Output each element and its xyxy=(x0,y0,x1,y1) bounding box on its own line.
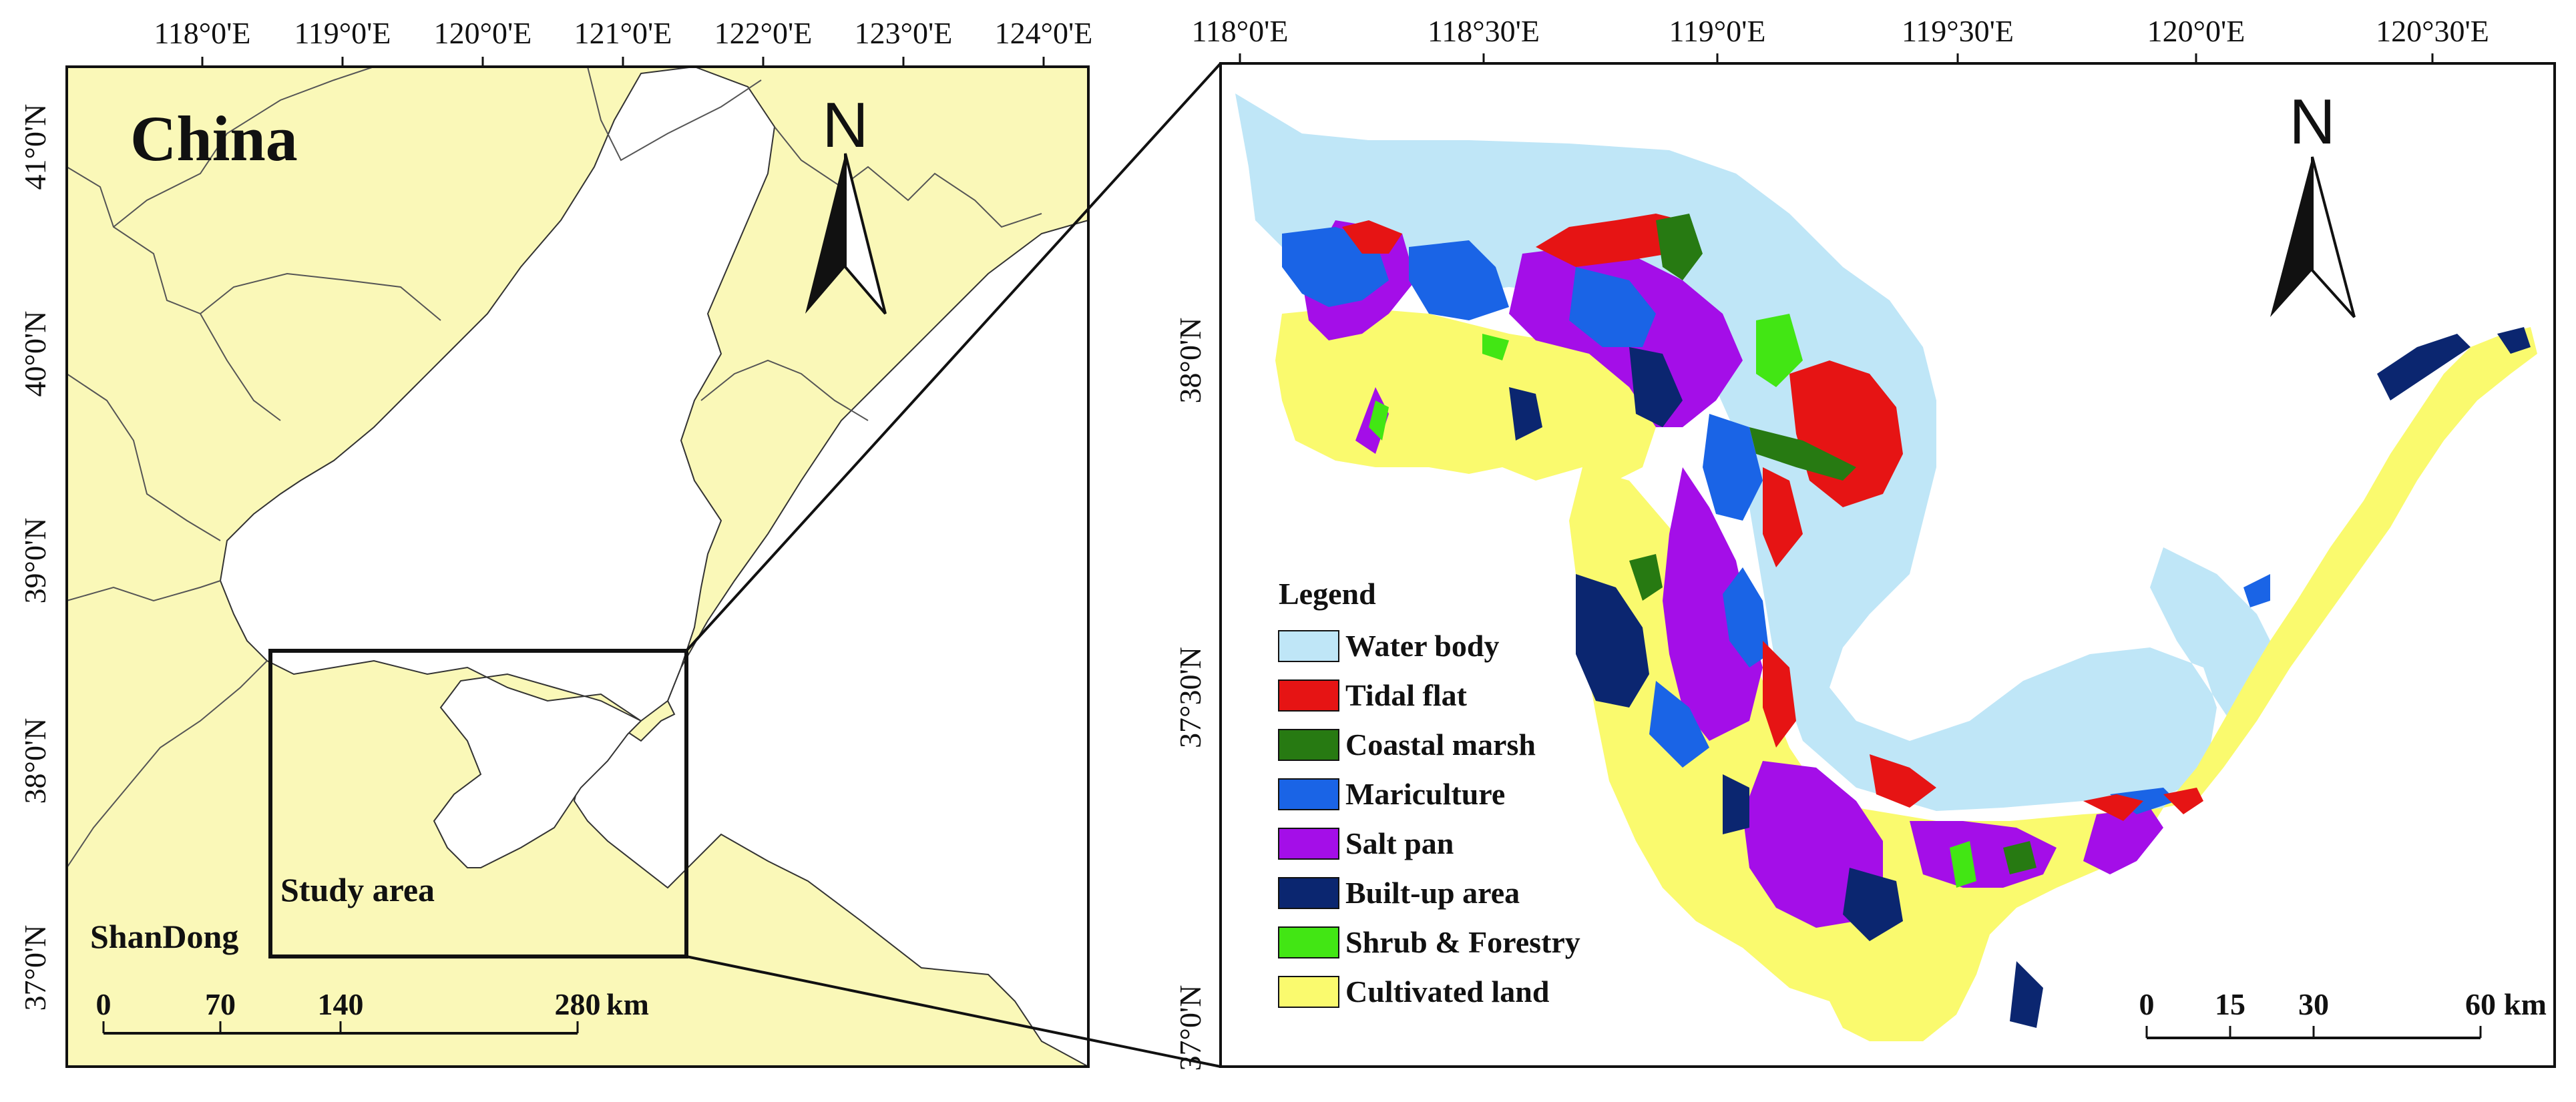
lat-tick-label: 37°0'N xyxy=(18,925,52,1011)
lon-tick-label: 118°0'E xyxy=(154,16,250,50)
lon-tick-label: 119°0'E xyxy=(294,16,391,50)
lat-tick-label: 37°30'N xyxy=(1173,647,1207,748)
detail-frame xyxy=(1219,62,2556,1068)
connector-line-bottom xyxy=(686,955,1221,1068)
lon-tick-label: 119°0'E xyxy=(1669,14,1765,48)
scale-label: 30 xyxy=(2298,987,2329,1021)
lon-tick-label: 118°0'E xyxy=(1191,14,1288,48)
salt-pan-area xyxy=(1302,220,2163,928)
province-label: ShanDong xyxy=(90,918,238,955)
legend-label: Water body xyxy=(1345,629,1499,663)
overview-north-arrow: N xyxy=(805,89,887,315)
detail-scale-bar: 0 15 30 60 km xyxy=(2139,987,2547,1039)
scale-label: 280 xyxy=(555,987,601,1021)
province-borders xyxy=(66,66,1042,868)
scale-label: 15 xyxy=(2215,987,2245,1021)
legend-label: Salt pan xyxy=(1345,826,1454,860)
connector-line-top xyxy=(685,62,1222,652)
detail-north-arrow: N xyxy=(2270,86,2356,318)
legend-label: Mariculture xyxy=(1345,777,1505,811)
legend-label: Cultivated land xyxy=(1345,975,1550,1009)
overview-lat-ticks: 41°0'N 40°0'N 39°0'N 38°0'N 37°0'N xyxy=(18,104,52,1011)
overview-frame xyxy=(65,65,1090,1068)
legend-swatch xyxy=(1278,630,1339,662)
lon-tick-label: 122°0'E xyxy=(714,16,813,50)
legend: Legend Water body Tidal flat Coastal marsh… xyxy=(1278,577,1580,1009)
scale-label: 60 xyxy=(2465,987,2496,1021)
lat-tick-label: 41°0'N xyxy=(18,104,52,190)
scale-label: 0 xyxy=(96,987,112,1021)
overview-map: China Study area ShanDong N 118°0'E 119°… xyxy=(18,16,1092,1068)
scale-unit: km xyxy=(606,987,649,1021)
study-area-box xyxy=(268,649,688,958)
tidal-flat-area xyxy=(1342,214,2203,821)
legend-swatch xyxy=(1278,679,1339,712)
detail-map: 118°0'E 118°30'E 119°0'E 119°30'E 120°0'… xyxy=(1173,14,2556,1071)
lat-tick-label: 37°0'N xyxy=(1173,985,1207,1071)
study-area-label: Study area xyxy=(280,871,435,908)
lon-tick-label: 118°30'E xyxy=(1428,14,1540,48)
lon-tick-label: 119°30'E xyxy=(1902,14,2014,48)
north-label: N xyxy=(822,89,868,161)
lon-tick-label: 124°0'E xyxy=(995,16,1093,50)
mariculture-area xyxy=(1282,227,2270,814)
overview-scale-bar: 0 70 140 280 km xyxy=(96,987,649,1035)
legend-label: Coastal marsh xyxy=(1345,728,1536,762)
lon-tick-label: 120°0'E xyxy=(434,16,532,50)
legend-swatch xyxy=(1278,828,1339,860)
lat-tick-label: 40°0'N xyxy=(18,311,52,397)
detail-lat-ticks: 38°0'N 37°30'N 37°0'N xyxy=(1173,318,1207,1071)
lon-tick-label: 120°30'E xyxy=(2376,14,2489,48)
scale-label: 140 xyxy=(318,987,364,1021)
lon-tick-label: 121°0'E xyxy=(574,16,672,50)
scale-unit: km xyxy=(2504,987,2547,1021)
north-label: N xyxy=(2289,86,2335,158)
legend-label: Tidal flat xyxy=(1345,678,1468,712)
legend-swatch xyxy=(1278,778,1339,810)
legend-swatch xyxy=(1278,926,1339,958)
lat-tick-label: 38°0'N xyxy=(18,718,52,804)
cultivated-land-area xyxy=(1275,307,2537,1041)
bohai-sea xyxy=(219,65,776,868)
country-label: China xyxy=(130,103,298,174)
lat-tick-label: 39°0'N xyxy=(18,518,52,604)
lon-tick-label: 120°0'E xyxy=(2147,14,2245,48)
lat-tick-label: 38°0'N xyxy=(1173,318,1207,404)
legend-title: Legend xyxy=(1279,577,1376,611)
legend-swatch xyxy=(1278,729,1339,761)
legend-swatch xyxy=(1278,877,1339,909)
lon-tick-label: 123°0'E xyxy=(855,16,953,50)
overview-lon-ticks: 118°0'E 119°0'E 120°0'E 121°0'E 122°0'E … xyxy=(154,16,1092,67)
scale-label: 0 xyxy=(2139,987,2155,1021)
scale-label: 70 xyxy=(205,987,236,1021)
detail-lon-ticks: 118°0'E 118°30'E 119°0'E 119°30'E 120°0'… xyxy=(1191,14,2489,63)
legend-swatch xyxy=(1278,976,1339,1008)
legend-label: Shrub & Forestry xyxy=(1345,925,1580,959)
legend-label: Built-up area xyxy=(1345,876,1520,910)
